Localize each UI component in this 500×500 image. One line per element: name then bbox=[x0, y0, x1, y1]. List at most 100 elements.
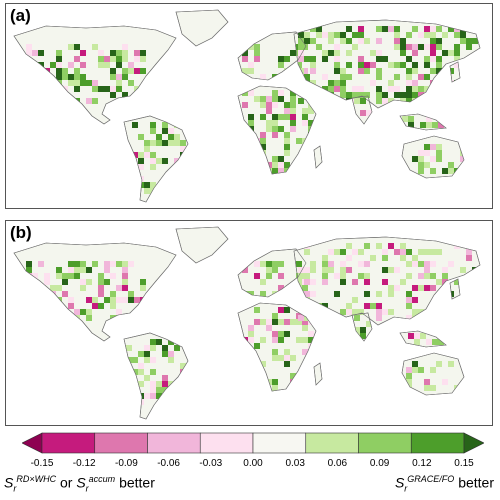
grid-cell bbox=[62, 315, 68, 321]
grid-cell bbox=[290, 96, 296, 102]
caption-left-or: or bbox=[59, 474, 73, 491]
grid-cell bbox=[44, 92, 50, 98]
grid-cell bbox=[412, 261, 418, 267]
grid-cell bbox=[400, 249, 406, 255]
grid-cell bbox=[394, 267, 400, 273]
grid-cell bbox=[328, 249, 334, 255]
grid-cell bbox=[406, 297, 412, 303]
grid-cell bbox=[150, 345, 156, 351]
grid-cell bbox=[254, 343, 260, 349]
grid-cell bbox=[308, 108, 314, 114]
grid-cell bbox=[110, 303, 116, 309]
grid-cell bbox=[26, 50, 32, 56]
caption-right-s: S bbox=[394, 474, 405, 491]
colorbar-tick-label: -0.03 bbox=[199, 458, 223, 469]
grid-cell bbox=[358, 309, 364, 315]
grid-cell bbox=[298, 68, 304, 74]
grid-cell bbox=[74, 315, 80, 321]
grid-cell bbox=[168, 399, 174, 405]
grid-cell bbox=[180, 188, 186, 194]
grid-cell bbox=[466, 38, 472, 44]
grid-cell bbox=[132, 152, 138, 158]
grid-cell bbox=[174, 405, 180, 411]
grid-cell bbox=[126, 164, 132, 170]
grid-cell bbox=[442, 379, 448, 385]
grid-cell bbox=[74, 80, 80, 86]
grid-cell bbox=[296, 168, 302, 174]
grid-cell bbox=[104, 279, 110, 285]
colorbar-tick-label: -0.06 bbox=[157, 458, 180, 469]
grid-cell bbox=[328, 267, 334, 273]
grid-cell bbox=[150, 128, 156, 134]
grid-cell bbox=[406, 86, 412, 92]
grid-cell bbox=[80, 267, 86, 273]
grid-cell bbox=[296, 138, 302, 144]
grid-cell bbox=[400, 44, 406, 50]
grid-cell bbox=[418, 261, 424, 267]
grid-cell bbox=[242, 50, 248, 56]
grid-cell bbox=[436, 279, 442, 285]
grid-cell bbox=[284, 138, 290, 144]
grid-cell bbox=[304, 273, 310, 279]
grid-cell bbox=[168, 387, 174, 393]
grid-cell bbox=[56, 80, 62, 86]
grid-cell bbox=[126, 381, 132, 387]
grid-cell bbox=[430, 92, 436, 98]
grid-cell bbox=[424, 267, 430, 273]
grid-cell bbox=[140, 50, 146, 56]
grid-cell bbox=[328, 32, 334, 38]
grid-cell bbox=[376, 50, 382, 56]
grid-cell bbox=[316, 98, 322, 104]
grid-cell bbox=[354, 333, 360, 339]
grid-cell bbox=[266, 120, 272, 126]
grid-cell bbox=[284, 150, 290, 156]
grid-cell bbox=[278, 168, 284, 174]
grid-cell bbox=[254, 150, 260, 156]
grid-cell bbox=[32, 86, 38, 92]
grid-cell bbox=[472, 309, 478, 315]
grid-cell bbox=[272, 132, 278, 138]
grid-cell bbox=[412, 255, 418, 261]
grid-cell bbox=[316, 92, 322, 98]
grid-cell bbox=[62, 279, 68, 285]
grid-cell bbox=[242, 56, 248, 62]
grid-cell bbox=[400, 92, 406, 98]
grid-cell bbox=[138, 381, 144, 387]
grid-cell bbox=[272, 162, 278, 168]
grid-cell bbox=[168, 339, 174, 345]
grid-cell bbox=[448, 315, 454, 321]
grid-cell bbox=[144, 375, 150, 381]
grid-cell bbox=[370, 62, 376, 68]
grid-cell bbox=[74, 267, 80, 273]
grid-cell bbox=[360, 333, 366, 339]
grid-cell bbox=[412, 50, 418, 56]
coastline bbox=[237, 248, 307, 298]
grid-cell bbox=[122, 44, 128, 50]
grid-cell bbox=[68, 273, 74, 279]
grid-cell bbox=[26, 86, 32, 92]
grid-cell bbox=[150, 152, 156, 158]
colorbar-tick-label: 0.03 bbox=[285, 458, 305, 469]
grid-cell bbox=[290, 373, 296, 379]
grid-cell bbox=[50, 315, 56, 321]
grid-cell bbox=[86, 279, 92, 285]
grid-cell bbox=[430, 249, 436, 255]
grid-cell bbox=[144, 393, 150, 399]
grid-cell bbox=[150, 369, 156, 375]
grid-cell bbox=[454, 62, 460, 68]
colorbar-tick-label: -0.15 bbox=[30, 458, 54, 469]
grid-cell bbox=[298, 303, 304, 309]
grid-cell bbox=[304, 38, 310, 44]
grid-cell bbox=[364, 92, 370, 98]
grid-cell bbox=[132, 122, 138, 128]
grid-cell bbox=[310, 62, 316, 68]
grid-cell bbox=[68, 44, 74, 50]
grid-cell bbox=[430, 56, 436, 62]
grid-cell bbox=[334, 86, 340, 92]
grid-cell bbox=[322, 309, 328, 315]
grid-cell bbox=[376, 303, 382, 309]
grid-cell bbox=[272, 349, 278, 355]
grid-cell bbox=[26, 267, 32, 273]
grid-cell bbox=[346, 309, 352, 315]
grid-cell bbox=[364, 303, 370, 309]
